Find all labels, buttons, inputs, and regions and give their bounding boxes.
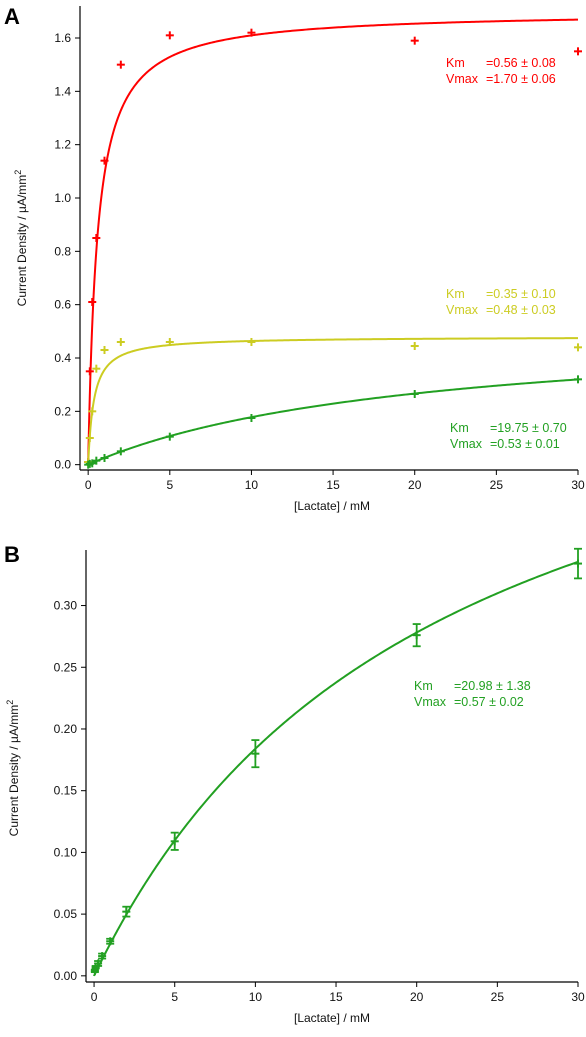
- y-tick-label: 1.0: [54, 191, 71, 205]
- x-tick-label: 20: [408, 478, 422, 492]
- fit-curve: [87, 18, 579, 465]
- y-axis-title: Current Density / µA/mm2: [13, 170, 29, 307]
- data-point: [88, 407, 97, 416]
- panel-b: B 0 5 10 15 20 25 30 0.00 0.05 0.10 0.15 0.20 0.25 0.…: [0, 520, 586, 1037]
- y-axis-title: Current Density / µA/mm2: [5, 700, 21, 837]
- data-point: [85, 367, 94, 376]
- data-point: [85, 434, 94, 442]
- fit-param-name: Km: [446, 56, 465, 70]
- x-tick-label: 20: [410, 990, 424, 1004]
- data-point: [410, 36, 419, 45]
- data-point: [251, 749, 260, 758]
- y-tick-label: 0.4: [54, 351, 71, 365]
- data-point: [165, 338, 174, 346]
- y-tick-label: 0.0: [54, 458, 71, 472]
- fit-param-value: =0.48 ± 0.03: [486, 303, 556, 317]
- data-point: [247, 338, 256, 346]
- y-tick-label: 0.25: [54, 660, 78, 674]
- x-tick-label: 15: [326, 478, 340, 492]
- data-point: [100, 454, 109, 462]
- x-tick-label: 0: [85, 478, 92, 492]
- y-tick-label: 0.20: [54, 722, 78, 736]
- panel-b-label: B: [4, 542, 20, 567]
- fit-param-value: =1.70 ± 0.06: [486, 72, 556, 86]
- y-tick-label: 0.30: [54, 599, 78, 613]
- x-axis-title: [Lactate] / mM: [294, 1011, 370, 1025]
- data-point: [106, 937, 115, 946]
- data-point: [116, 447, 125, 456]
- panel-a: A 0 5 10 15 20 25 30 0.0 0.2 0.4 0.6 0.8 1.0 1.2 1.4 1.…: [4, 4, 585, 513]
- data-point: [116, 338, 125, 346]
- data-point: [574, 47, 582, 56]
- x-tick-label: 25: [491, 990, 505, 1004]
- fit-param-value: =0.57 ± 0.02: [454, 695, 524, 709]
- fit-param-name: Km: [414, 679, 433, 693]
- fit-param-value: =0.35 ± 0.10: [486, 287, 556, 301]
- fit-param-value: =20.98 ± 1.38: [454, 679, 531, 693]
- data-point: [94, 959, 103, 968]
- data-point: [574, 343, 582, 352]
- data-point: [92, 456, 101, 465]
- data-point: [88, 459, 97, 468]
- data-point: [247, 28, 256, 37]
- data-point: [116, 60, 125, 69]
- y-tick-label: 1.6: [54, 31, 71, 45]
- fit-param-name: Vmax: [414, 695, 447, 709]
- fit-param-name: Vmax: [446, 303, 479, 317]
- fit-curve: [87, 337, 579, 465]
- data-point: [100, 156, 109, 165]
- fit-param-value: =0.56 ± 0.08: [486, 56, 556, 70]
- data-point: [574, 375, 582, 384]
- y-tick-label: 0.2: [54, 404, 71, 418]
- data-point: [88, 298, 97, 306]
- y-tick-label: 0.00: [54, 969, 78, 983]
- x-tick-label: 15: [329, 990, 343, 1004]
- x-tick-label: 10: [245, 478, 259, 492]
- y-tick-label: 0.15: [54, 784, 78, 798]
- data-point: [247, 414, 256, 422]
- data-point: [574, 559, 582, 568]
- fit-param-name: Vmax: [446, 72, 479, 86]
- x-tick-label: 5: [171, 990, 178, 1004]
- y-tick-label: 0.8: [54, 244, 71, 258]
- fit-param-value: =19.75 ± 0.70: [490, 421, 567, 435]
- data-point: [410, 390, 419, 398]
- fit-param-value: =0.53 ± 0.01: [490, 437, 560, 451]
- x-tick-label: 0: [91, 990, 98, 1004]
- data-point: [412, 631, 421, 640]
- y-tick-label: 0.10: [54, 845, 78, 859]
- data-point: [122, 907, 131, 916]
- x-tick-label: 30: [571, 990, 585, 1004]
- chart-b-svg: B 0 5 10 15 20 25 30 0.00 0.05 0.10 0.15 0.20 0.25 0.…: [4, 542, 585, 1025]
- data-point: [165, 432, 174, 441]
- y-tick-label: 1.2: [54, 138, 71, 152]
- fit-curve: [93, 560, 579, 977]
- x-axis-title: [Lactate] / mM: [294, 499, 370, 513]
- chart-a-svg: A 0 5 10 15 20 25 30 0.0 0.2 0.4 0.6 0.8 1.0 1.2 1.4 1.…: [4, 4, 585, 513]
- fit-param-name: Km: [450, 421, 469, 435]
- x-tick-label: 5: [166, 478, 173, 492]
- x-tick-label: 30: [571, 478, 585, 492]
- panel-a-label: A: [4, 4, 20, 29]
- data-point: [165, 31, 174, 40]
- y-tick-label: 0.05: [54, 907, 78, 921]
- fit-param-name: Vmax: [450, 437, 483, 451]
- data-point: [100, 346, 109, 354]
- x-tick-label: 25: [490, 478, 504, 492]
- fit-param-name: Km: [446, 287, 465, 301]
- y-tick-label: 0.6: [54, 298, 71, 312]
- data-point: [410, 342, 419, 350]
- data-point: [92, 234, 101, 242]
- data-point: [98, 952, 107, 961]
- x-tick-label: 10: [249, 990, 263, 1004]
- data-point: [170, 837, 179, 846]
- y-tick-label: 1.4: [54, 84, 71, 98]
- data-point: [92, 364, 101, 373]
